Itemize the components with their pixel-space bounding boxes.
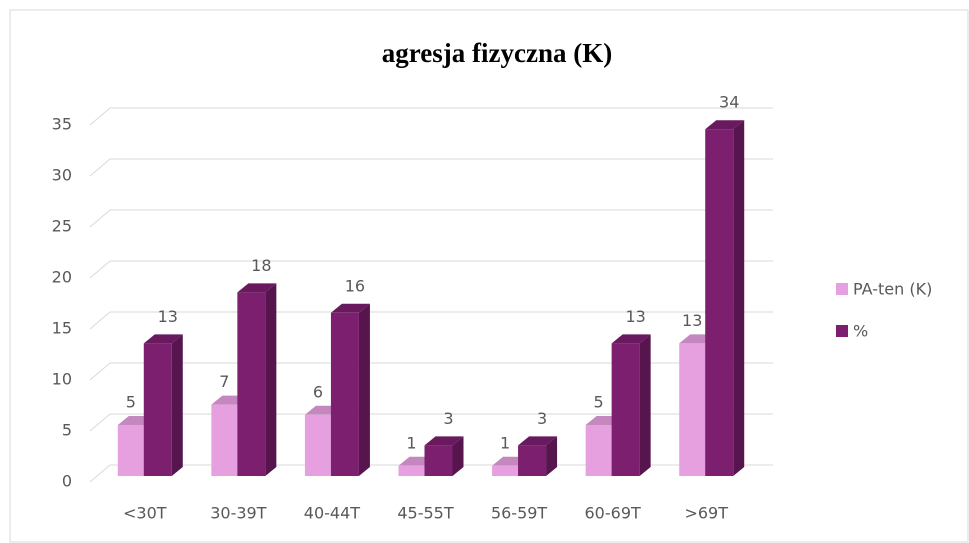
bar — [518, 445, 547, 476]
bar — [237, 292, 266, 476]
data-label: 16 — [345, 276, 365, 295]
bar — [117, 425, 144, 476]
bar-side — [733, 120, 745, 476]
bar-side — [358, 303, 370, 476]
bar — [398, 465, 425, 476]
bar — [304, 414, 331, 476]
x-tick-label: <30T — [123, 504, 167, 523]
grid-line — [89, 413, 111, 432]
y-tick-label: 30 — [52, 166, 72, 185]
data-label: 34 — [719, 93, 739, 112]
grid-line — [89, 311, 111, 330]
data-label: 3 — [537, 409, 547, 428]
y-tick-label: 15 — [52, 319, 72, 338]
bar-top — [705, 120, 745, 130]
bar — [611, 343, 640, 476]
data-label: 5 — [594, 393, 604, 412]
legend-swatch — [836, 325, 848, 337]
data-label: 13 — [158, 307, 178, 326]
x-tick-label: 60-69T — [585, 504, 641, 523]
y-tick-label: 35 — [52, 115, 72, 134]
x-tick-label: 30-39T — [210, 504, 266, 523]
bar-side — [265, 283, 277, 476]
data-label: 13 — [625, 307, 645, 326]
bar — [211, 404, 238, 476]
data-label: 7 — [219, 372, 229, 391]
data-label: 18 — [251, 256, 271, 275]
y-tick-label: 25 — [52, 217, 72, 236]
y-tick-label: 20 — [52, 268, 72, 287]
data-label: 1 — [406, 433, 416, 452]
bar-top — [518, 436, 558, 446]
data-label: 3 — [443, 409, 453, 428]
bar-side — [639, 334, 651, 476]
legend-swatch — [836, 283, 848, 295]
data-label: 5 — [126, 393, 136, 412]
bar-top — [237, 283, 277, 293]
bar-side — [452, 436, 464, 476]
legend-label: PA-ten (K) — [853, 280, 932, 299]
grid-line — [89, 158, 111, 177]
x-tick-label: 45-55T — [397, 504, 453, 523]
grid-line — [89, 362, 111, 381]
grid-line — [89, 107, 111, 126]
bar — [492, 465, 519, 476]
y-tick-label: 0 — [62, 472, 72, 491]
bar-side — [546, 436, 558, 476]
y-tick-label: 5 — [62, 421, 72, 440]
bar — [585, 425, 612, 476]
data-label: 6 — [313, 382, 323, 401]
x-tick-label: 40-44T — [304, 504, 360, 523]
chart-title: agresja fizyczna (K) — [382, 38, 612, 68]
legend-label: % — [853, 322, 868, 341]
grid-line — [89, 209, 111, 228]
bar — [424, 445, 453, 476]
x-tick-label: >69T — [684, 504, 728, 523]
bar-top — [330, 303, 370, 313]
bar-top — [611, 334, 651, 344]
grid-line — [89, 464, 111, 483]
bar — [679, 343, 706, 476]
y-tick-label: 10 — [52, 370, 72, 389]
grid-line — [89, 260, 111, 279]
x-tick-label: 56-59T — [491, 504, 547, 523]
bar-side — [171, 334, 183, 476]
bar — [705, 129, 734, 476]
bar-top — [143, 334, 183, 344]
data-label: 13 — [682, 311, 702, 330]
bar — [330, 312, 359, 476]
bar — [143, 343, 172, 476]
data-label: 1 — [500, 433, 510, 452]
bar-top — [424, 436, 464, 446]
